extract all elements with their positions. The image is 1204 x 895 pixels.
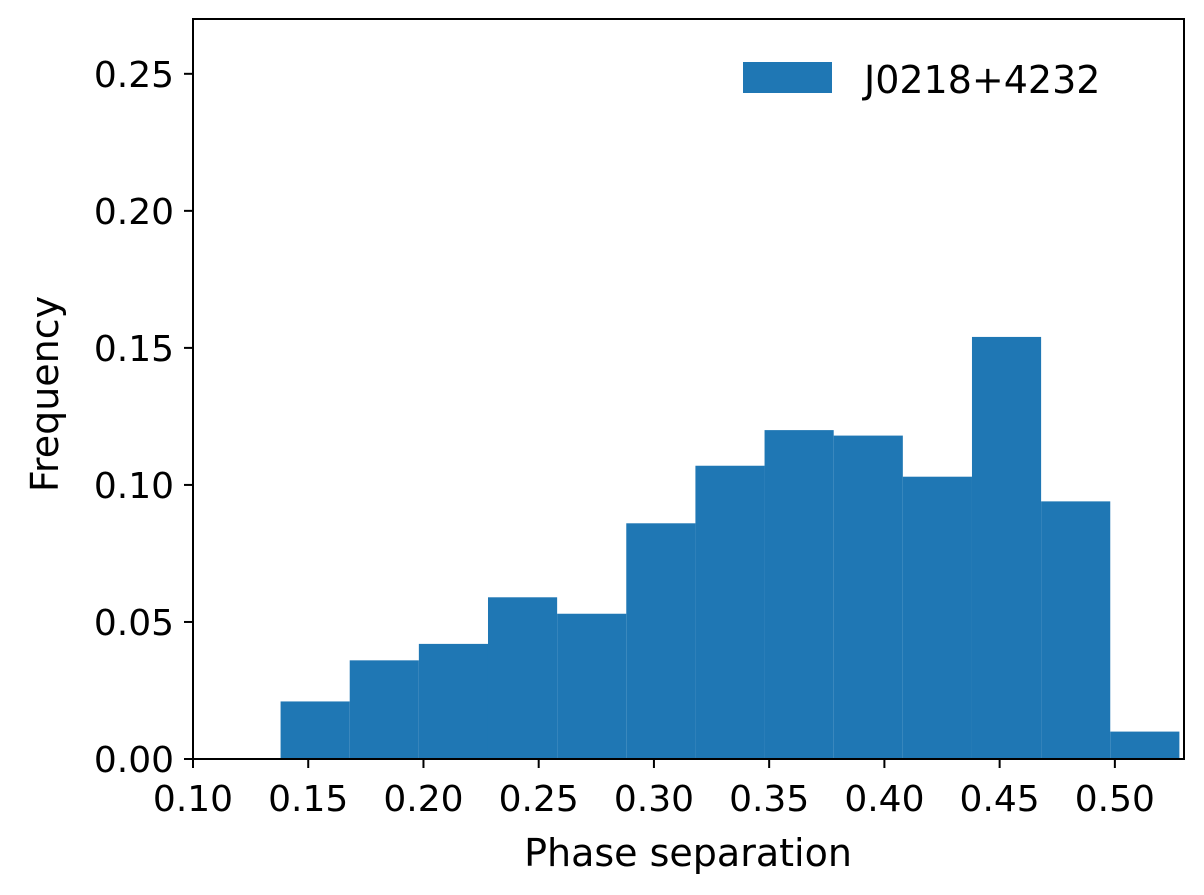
x-tick-label: 0.10 bbox=[153, 779, 233, 820]
histogram-bar bbox=[557, 613, 627, 759]
x-tick-label: 0.50 bbox=[1075, 779, 1155, 820]
histogram-bar bbox=[418, 643, 488, 759]
x-tick-label: 0.15 bbox=[268, 779, 348, 820]
y-tick-label: 0.25 bbox=[94, 55, 174, 96]
y-tick-label: 0.05 bbox=[94, 603, 174, 644]
histogram-bar bbox=[349, 660, 419, 759]
histogram-bar bbox=[971, 336, 1042, 759]
y-axis-label: Frequency bbox=[23, 296, 67, 492]
x-tick-label: 0.45 bbox=[960, 779, 1040, 820]
x-tick-label: 0.35 bbox=[729, 779, 809, 820]
histogram-bar bbox=[1110, 731, 1180, 759]
histogram-bar bbox=[764, 430, 834, 759]
y-axis: 0.00 0.05 0.10 0.15 0.20 0.25 bbox=[94, 55, 193, 781]
x-tick-label: 0.20 bbox=[383, 779, 463, 820]
y-tick-label: 0.20 bbox=[94, 192, 174, 233]
legend-label: J0218+4232 bbox=[862, 58, 1100, 102]
legend-swatch bbox=[743, 62, 832, 93]
histogram-bar bbox=[487, 597, 558, 759]
histogram-bar bbox=[695, 465, 765, 759]
x-axis: 0.10 0.15 0.20 0.25 0.30 0.35 0.40 0.45 0.50 bbox=[153, 759, 1155, 820]
x-tick-label: 0.40 bbox=[844, 779, 924, 820]
legend: J0218+4232 bbox=[743, 58, 1100, 102]
x-axis-label: Phase separation bbox=[524, 831, 852, 875]
x-tick-label: 0.30 bbox=[614, 779, 694, 820]
x-tick-label: 0.25 bbox=[499, 779, 579, 820]
histogram-bar bbox=[902, 476, 972, 759]
histogram-bar bbox=[1041, 501, 1111, 759]
y-tick-label: 0.10 bbox=[94, 466, 174, 507]
bars-group bbox=[280, 336, 1180, 759]
histogram-bar bbox=[833, 435, 903, 759]
plot-frame bbox=[192, 18, 1185, 760]
histogram-bar bbox=[280, 701, 350, 759]
y-tick-label: 0.15 bbox=[94, 329, 174, 370]
histogram-bar bbox=[626, 523, 696, 759]
y-tick-label: 0.00 bbox=[94, 740, 174, 781]
